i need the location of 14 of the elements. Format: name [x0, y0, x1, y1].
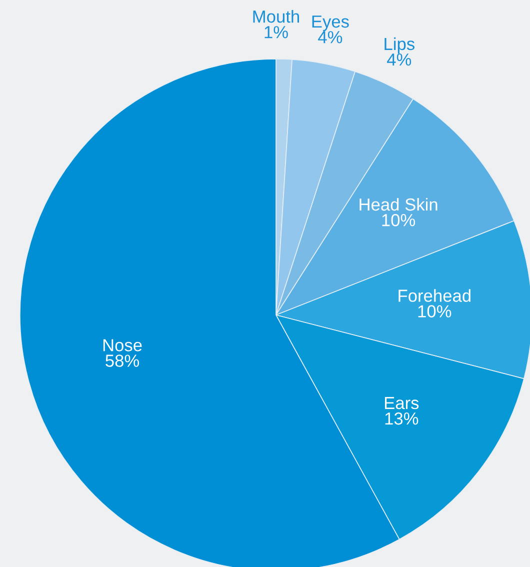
slice-label: Mouth	[253, 10, 299, 23]
data-label: 58%	[106, 354, 140, 367]
slice-label: Nose	[103, 339, 142, 352]
data-label: 13%	[385, 412, 418, 425]
data-label: 4%	[318, 31, 342, 44]
slice-label: Forehead	[398, 289, 470, 302]
data-label: 4%	[387, 53, 412, 66]
slice-label: Eyes	[312, 16, 349, 32]
data-label: 10%	[382, 214, 416, 226]
data-label: 1%	[264, 26, 288, 38]
slice-label: Lips	[384, 37, 414, 54]
slice-label: Head Skin	[360, 198, 438, 211]
data-label: 10%	[418, 305, 452, 318]
slice-label: Ears	[384, 397, 419, 410]
